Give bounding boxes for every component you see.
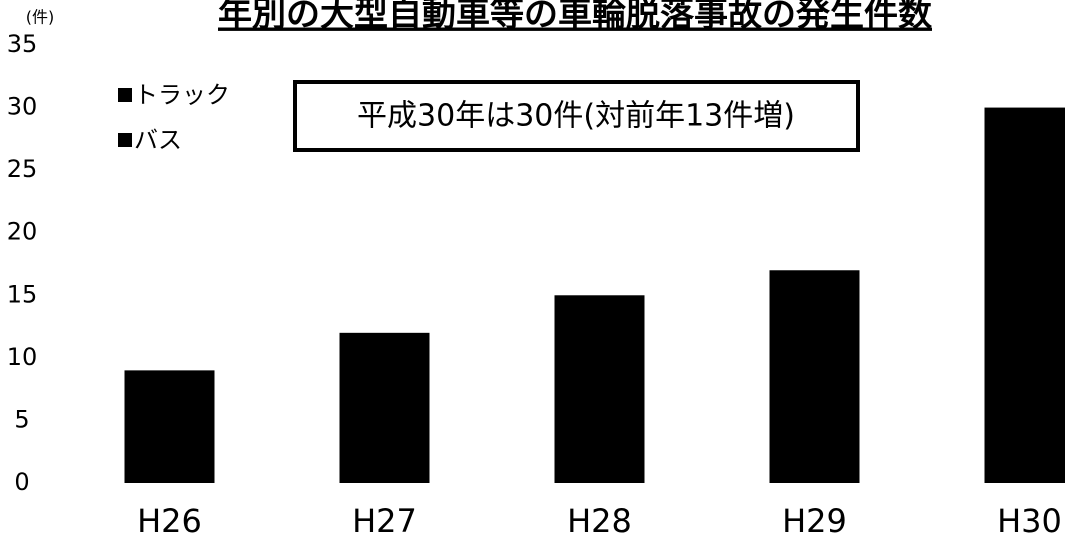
y-tick-label: 25 [7,155,38,183]
y-tick-label: 30 [7,93,38,121]
bar [339,332,430,483]
annotation-box [293,80,860,152]
y-tick-label: 5 [14,405,29,433]
x-tick-label: H29 [782,502,847,540]
y-tick-label: 10 [7,343,38,371]
y-unit: (件) [26,8,55,27]
legend-swatch [118,133,132,147]
bar [554,295,645,483]
legend-swatch [118,88,132,102]
x-tick-label: H28 [567,502,632,540]
x-tick-label: H26 [137,502,202,540]
x-tick-label: H27 [352,502,417,540]
x-tick-label: H30 [997,502,1062,540]
legend-label: トラック [134,81,230,109]
y-tick-label: 20 [7,218,38,246]
y-tick-label: 0 [14,468,29,496]
bar [769,270,860,483]
y-tick-label: 35 [7,30,38,58]
chart-title: 年別の大型自動車等の車輪脱落事故の発生件数 [218,0,932,35]
legend-label: バス [134,126,182,154]
annotation: 平成30年は30件(対前年13件増) [357,99,795,134]
bar [984,107,1065,484]
y-tick-label: 15 [7,280,38,308]
bar [124,370,215,483]
